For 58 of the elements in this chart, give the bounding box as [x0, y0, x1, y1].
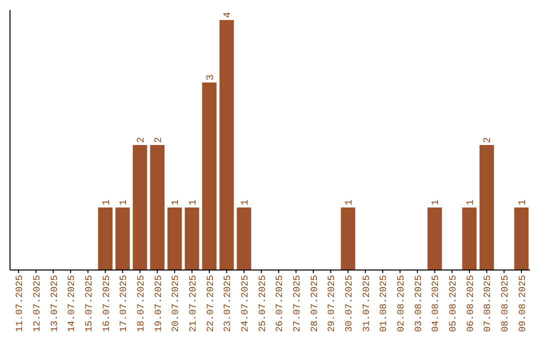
bar — [340, 208, 356, 270]
x-tick-label: 03.08.2025 — [412, 274, 424, 332]
x-tick-label: 15.07.2025 — [83, 274, 94, 332]
x-tick-label: 19.07.2025 — [152, 274, 164, 332]
x-tick-label: 07.08.2025 — [482, 274, 494, 332]
x-tick-label: 27.07.2025 — [292, 274, 303, 332]
data-label: 1 — [171, 199, 182, 206]
data-label: 1 — [188, 199, 200, 206]
data-label: 2 — [483, 136, 494, 143]
x-tick-label: 09.08.2025 — [516, 274, 528, 332]
bar — [150, 145, 164, 270]
x-tick-label: 13.07.2025 — [48, 274, 60, 332]
x-tick-label: 14.07.2025 — [66, 274, 78, 332]
x-tick-label: 28.07.2025 — [308, 274, 320, 332]
data-label: 1 — [102, 199, 113, 206]
x-tick-label: 06.08.2025 — [464, 274, 476, 332]
bar — [98, 208, 112, 270]
x-tick-label: 29.07.2025 — [326, 274, 338, 332]
x-tick-label: 20.07.2025 — [170, 274, 182, 332]
x-tick-label: 16.07.2025 — [100, 274, 112, 332]
data-label: 4 — [223, 12, 234, 18]
x-tick-label: 11.07.2025 — [14, 274, 26, 332]
x-tick-label: 24.07.2025 — [239, 274, 250, 332]
x-tick-label: 05.08.2025 — [448, 274, 459, 332]
bar — [202, 82, 217, 270]
x-tick-label: 26.07.2025 — [274, 274, 286, 332]
data-label: 2 — [154, 136, 165, 143]
data-label: 1 — [119, 199, 130, 206]
x-tick-label: 18.07.2025 — [135, 274, 146, 332]
data-label: 1 — [518, 199, 529, 206]
data-label: 1 — [344, 199, 356, 206]
bar — [236, 208, 252, 270]
data-label: 2 — [136, 136, 148, 143]
x-tick-label: 17.07.2025 — [118, 274, 130, 332]
bar — [428, 208, 442, 270]
bar — [115, 208, 130, 270]
bar — [132, 145, 148, 270]
x-tick-label: 12.07.2025 — [31, 274, 42, 332]
data-label: 1 — [466, 199, 477, 206]
x-tick-label: 25.07.2025 — [256, 274, 268, 332]
x-tick-label: 21.07.2025 — [187, 274, 198, 332]
x-tick-label: 22.07.2025 — [204, 274, 216, 332]
x-tick-label: 01.08.2025 — [378, 274, 390, 332]
bar — [184, 208, 200, 270]
bar — [167, 208, 182, 270]
x-tick-label: 08.08.2025 — [500, 274, 511, 332]
x-tick-label: 02.08.2025 — [396, 274, 407, 332]
bar — [462, 208, 477, 270]
x-tick-label: 31.07.2025 — [360, 274, 372, 332]
bar — [480, 145, 494, 270]
x-tick-label: 23.07.2025 — [222, 274, 234, 332]
x-tick-label: 30.07.2025 — [344, 274, 355, 332]
bar — [219, 20, 234, 270]
data-label: 1 — [240, 199, 252, 206]
bar — [514, 208, 529, 270]
data-label: 1 — [431, 199, 442, 206]
x-tick-label: 04.08.2025 — [430, 274, 442, 332]
data-label: 3 — [206, 74, 217, 80]
